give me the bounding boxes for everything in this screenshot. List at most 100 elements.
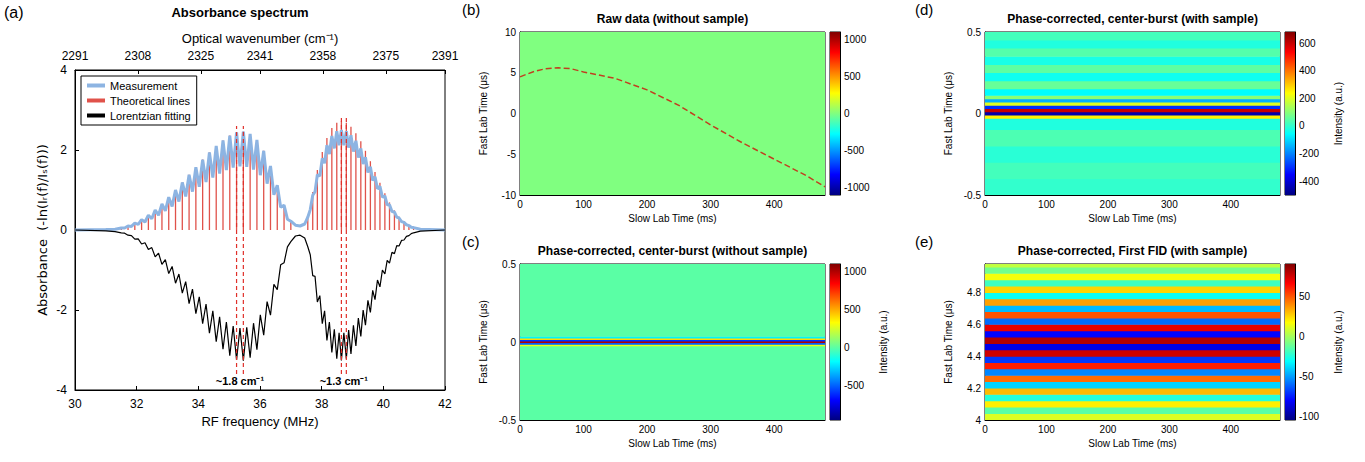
svg-text:600: 600 xyxy=(1299,38,1316,49)
svg-text:300: 300 xyxy=(1161,424,1178,435)
svg-text:-0.5: -0.5 xyxy=(964,190,982,201)
svg-text:100: 100 xyxy=(1038,199,1055,210)
svg-text:4: 4 xyxy=(975,415,981,426)
svg-text:-200: -200 xyxy=(1299,148,1319,159)
svg-text:0: 0 xyxy=(1299,331,1305,342)
svg-text:2358: 2358 xyxy=(310,49,337,63)
svg-text:Raw data (without sample): Raw data (without sample) xyxy=(597,12,748,26)
svg-text:0: 0 xyxy=(510,108,516,119)
svg-text:Lorentzian fitting: Lorentzian fitting xyxy=(110,110,191,122)
svg-text:Phase-corrected, center-burst: Phase-corrected, center-burst (without s… xyxy=(538,244,807,258)
svg-text:Absorbance spectrum: Absorbance spectrum xyxy=(171,5,308,20)
svg-text:34: 34 xyxy=(192,397,206,411)
svg-text:400: 400 xyxy=(766,424,783,435)
svg-text:2375: 2375 xyxy=(372,49,399,63)
svg-text:10: 10 xyxy=(505,27,517,38)
svg-text:0: 0 xyxy=(510,337,516,348)
svg-text:0: 0 xyxy=(844,342,850,353)
svg-text:1000: 1000 xyxy=(844,266,867,277)
svg-text:-1000: -1000 xyxy=(844,182,870,193)
svg-text:2391: 2391 xyxy=(432,49,459,63)
svg-text:Slow Lab Time (ms): Slow Lab Time (ms) xyxy=(628,213,716,224)
svg-text:30: 30 xyxy=(68,397,82,411)
svg-text:1000: 1000 xyxy=(844,34,867,45)
svg-text:(d): (d) xyxy=(915,1,933,18)
svg-text:Phase-corrected, First FID (wi: Phase-corrected, First FID (with sample) xyxy=(1018,244,1247,258)
svg-text:2308: 2308 xyxy=(125,49,152,63)
svg-text:2325: 2325 xyxy=(187,49,214,63)
svg-text:400: 400 xyxy=(1222,199,1239,210)
svg-text:Optical wavenumber (cm⁻¹): Optical wavenumber (cm⁻¹) xyxy=(182,31,338,46)
svg-text:(b): (b) xyxy=(462,1,480,18)
svg-text:200: 200 xyxy=(639,199,656,210)
svg-text:~1.3 cm⁻¹: ~1.3 cm⁻¹ xyxy=(320,375,369,387)
svg-text:4.6: 4.6 xyxy=(967,319,981,330)
svg-text:200: 200 xyxy=(639,424,656,435)
svg-text:36: 36 xyxy=(253,397,267,411)
svg-text:Slow Lab Time (ms): Slow Lab Time (ms) xyxy=(1088,438,1176,449)
svg-text:-500: -500 xyxy=(844,145,864,156)
svg-text:-4: -4 xyxy=(56,383,67,397)
svg-text:4.8: 4.8 xyxy=(967,287,981,298)
svg-text:0: 0 xyxy=(517,199,523,210)
svg-text:200: 200 xyxy=(1100,199,1117,210)
svg-text:Fast Lab Time (μs): Fast Lab Time (μs) xyxy=(943,300,954,384)
svg-text:Intensity (a.u.): Intensity (a.u.) xyxy=(1333,82,1344,145)
svg-text:Intensity (a.u.): Intensity (a.u.) xyxy=(878,310,889,373)
svg-text:400: 400 xyxy=(1299,65,1316,76)
svg-text:0.5: 0.5 xyxy=(502,259,516,270)
svg-text:400: 400 xyxy=(766,199,783,210)
svg-text:-500: -500 xyxy=(844,380,864,391)
svg-text:Slow Lab Time (ms): Slow Lab Time (ms) xyxy=(1088,213,1176,224)
svg-text:(a): (a) xyxy=(4,4,24,21)
svg-text:100: 100 xyxy=(1038,424,1055,435)
svg-text:500: 500 xyxy=(844,71,861,82)
svg-text:4: 4 xyxy=(60,63,67,77)
svg-text:2341: 2341 xyxy=(247,49,274,63)
svg-text:200: 200 xyxy=(1100,424,1117,435)
svg-text:400: 400 xyxy=(1222,424,1239,435)
svg-text:2291: 2291 xyxy=(62,49,89,63)
svg-text:42: 42 xyxy=(438,397,452,411)
svg-text:(e): (e) xyxy=(915,233,933,250)
svg-text:Intensity (a.u.): Intensity (a.u.) xyxy=(1333,310,1344,373)
svg-text:0: 0 xyxy=(1299,120,1305,131)
svg-text:100: 100 xyxy=(575,424,592,435)
svg-text:-400: -400 xyxy=(1299,176,1319,187)
svg-text:4.4: 4.4 xyxy=(967,351,981,362)
svg-text:38: 38 xyxy=(315,397,329,411)
svg-text:0: 0 xyxy=(975,108,981,119)
svg-text:-5: -5 xyxy=(507,149,516,160)
svg-text:-50: -50 xyxy=(1299,371,1314,382)
svg-text:0: 0 xyxy=(844,108,850,119)
svg-text:0: 0 xyxy=(517,424,523,435)
svg-text:0: 0 xyxy=(982,424,988,435)
svg-text:RF frequency (MHz): RF frequency (MHz) xyxy=(201,414,318,429)
svg-text:Phase-corrected, center-burst: Phase-corrected, center-burst (with samp… xyxy=(1007,12,1258,26)
svg-text:300: 300 xyxy=(702,424,719,435)
svg-text:-2: -2 xyxy=(56,303,67,317)
svg-text:40: 40 xyxy=(377,397,391,411)
svg-text:32: 32 xyxy=(130,397,144,411)
svg-text:5: 5 xyxy=(510,67,516,78)
svg-text:2: 2 xyxy=(60,143,67,157)
svg-text:0.5: 0.5 xyxy=(967,27,981,38)
svg-text:4.2: 4.2 xyxy=(967,383,981,394)
svg-text:300: 300 xyxy=(702,199,719,210)
svg-text:500: 500 xyxy=(844,304,861,315)
svg-text:-0.5: -0.5 xyxy=(499,415,517,426)
svg-text:-100: -100 xyxy=(1299,411,1319,422)
svg-text:100: 100 xyxy=(575,199,592,210)
svg-text:Absorbance (-ln(Iᵣ(f)/Iₛ(f))): Absorbance (-ln(Iᵣ(f)/Iₛ(f))) xyxy=(35,144,50,316)
svg-text:Fast Lab Time (μs): Fast Lab Time (μs) xyxy=(943,72,954,156)
svg-text:~1.8 cm⁻¹: ~1.8 cm⁻¹ xyxy=(216,375,265,387)
svg-text:Theoretical lines: Theoretical lines xyxy=(110,95,191,107)
svg-text:0: 0 xyxy=(60,223,67,237)
svg-text:(c): (c) xyxy=(462,233,480,250)
svg-text:Measurement: Measurement xyxy=(110,80,177,92)
svg-text:Slow Lab Time (ms): Slow Lab Time (ms) xyxy=(628,438,716,449)
svg-text:50: 50 xyxy=(1299,291,1311,302)
svg-text:300: 300 xyxy=(1161,199,1178,210)
svg-text:-10: -10 xyxy=(502,190,517,201)
svg-text:Fast Lab Time (μs): Fast Lab Time (μs) xyxy=(478,72,489,156)
